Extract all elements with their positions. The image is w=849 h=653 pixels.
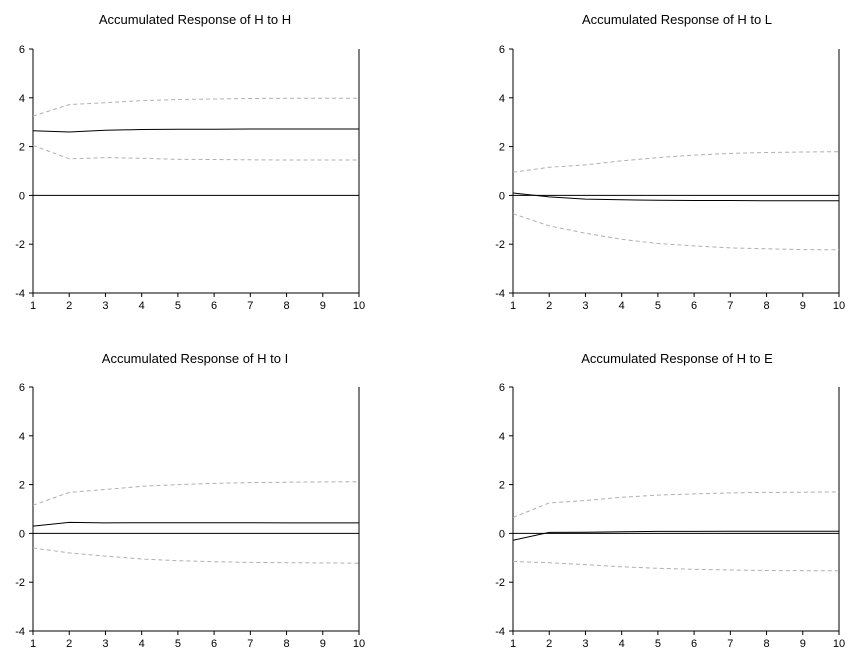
x-tick-label: 2 [546,300,552,312]
upper-band-line [32,97,359,117]
x-tick-label: 4 [139,300,145,312]
y-tick-label: 4 [499,431,505,443]
y-tick-label: -2 [495,577,505,589]
x-tick-label: 7 [247,300,253,312]
y-tick-label: -2 [495,239,505,251]
x-tick-label: 2 [66,300,72,312]
irf-panel: Accumulated Response of H to I -4 -2 0 2 4 6 1 2… [15,351,365,650]
x-tick-label: 8 [763,300,769,312]
x-tick-label: 5 [655,300,661,312]
y-tick-label: 0 [19,528,25,540]
x-tick-label: 8 [283,638,289,650]
y-tick-label: 4 [19,431,25,443]
y-tick-label: 6 [499,382,505,394]
y-tick-label: 2 [499,142,505,154]
y-tick-label: 4 [19,93,25,105]
x-tick-label: 6 [691,300,697,312]
x-tick-label: 9 [800,638,806,650]
upper-band-line [32,481,360,506]
y-tick-label: 0 [499,528,505,540]
y-tick-label: -2 [15,239,25,251]
x-tick-label: 7 [247,638,253,650]
lower-band-line [512,213,840,251]
x-tick-label: 9 [320,300,326,312]
x-tick-label: 8 [763,638,769,650]
x-tick-label: 3 [102,300,108,312]
panel-title: Accumulated Response of H to H [99,12,291,27]
x-tick-label: 10 [833,638,845,650]
lower-band-line [512,561,839,572]
x-tick-label: 9 [800,300,806,312]
response-line [32,128,359,133]
x-tick-label: 2 [66,638,72,650]
y-tick-label: 0 [19,190,25,202]
panel-title: Accumulated Response of H to I [102,351,288,366]
x-tick-label: 1 [510,638,516,650]
y-tick-label: 2 [19,142,25,154]
upper-band-line [512,151,840,173]
y-tick-label: -4 [495,288,505,300]
x-tick-label: 3 [582,638,588,650]
lower-band-line [32,144,359,161]
x-tick-label: 10 [353,300,365,312]
x-tick-label: 1 [30,638,36,650]
y-tick-label: -4 [15,288,25,300]
y-tick-label: 2 [499,480,505,492]
x-tick-label: 1 [30,300,36,312]
response-line [512,530,839,541]
panel-title: Accumulated Response of H to E [581,351,773,366]
y-tick-label: 4 [499,93,505,105]
x-tick-label: 10 [353,638,365,650]
x-tick-label: 5 [175,638,181,650]
x-tick-label: 4 [139,638,145,650]
x-tick-label: 3 [582,300,588,312]
x-tick-label: 5 [655,638,661,650]
response-line [32,521,359,527]
irf-panel: Accumulated Response of H to E -4 -2 0 2 4 6 1 2… [495,351,845,650]
x-tick-label: 8 [283,300,289,312]
x-tick-label: 5 [175,300,181,312]
response-line [512,192,839,202]
y-tick-label: 6 [19,382,25,394]
y-tick-label: 0 [499,190,505,202]
x-tick-label: 6 [691,638,697,650]
panel-title: Accumulated Response of H to L [582,12,772,27]
y-tick-label: -4 [495,626,505,638]
y-tick-label: -2 [15,577,25,589]
x-tick-label: 1 [510,300,516,312]
x-tick-label: 10 [833,300,845,312]
y-tick-label: 6 [499,44,505,56]
y-tick-label: -4 [15,626,25,638]
x-tick-label: 7 [727,638,733,650]
y-tick-label: 6 [19,44,25,56]
irf-panel: Accumulated Response of H to L -4 -2 0 2 4 6 1 2… [495,12,845,312]
x-tick-label: 9 [320,638,326,650]
x-tick-label: 7 [727,300,733,312]
y-tick-label: 2 [19,480,25,492]
irf-panel: Accumulated Response of H to H -4 -2 0 2 4 6 1 2… [15,12,365,312]
x-tick-label: 3 [102,638,108,650]
x-tick-label: 4 [619,300,625,312]
lower-band-line [32,547,360,564]
x-tick-label: 6 [211,300,217,312]
x-tick-label: 6 [211,638,217,650]
upper-band-line [512,491,840,518]
x-tick-label: 4 [619,638,625,650]
x-tick-label: 2 [546,638,552,650]
